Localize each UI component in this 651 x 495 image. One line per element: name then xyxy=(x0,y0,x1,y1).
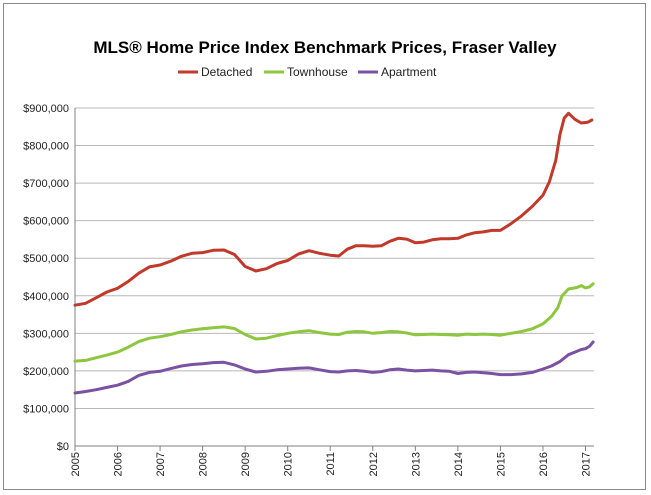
y-tick-label: $700,000 xyxy=(23,178,69,190)
y-tick-label: $400,000 xyxy=(23,291,69,303)
series-line-apartment xyxy=(73,340,595,395)
y-tick-label: $500,000 xyxy=(23,253,69,265)
y-tick-label: $800,000 xyxy=(23,141,69,153)
x-tick-label: 2006 xyxy=(113,452,125,476)
legend-label-townhouse: Townhouse xyxy=(287,65,348,79)
x-tick-label: 2007 xyxy=(155,452,167,476)
x-tick-label: 2016 xyxy=(538,452,550,476)
y-tick-label: $300,000 xyxy=(23,328,69,340)
y-tick-label: $600,000 xyxy=(23,216,69,228)
x-tick-label: 2010 xyxy=(283,452,295,476)
x-tick-label: 2015 xyxy=(495,452,507,476)
y-tick-label: $100,000 xyxy=(23,403,69,415)
series-line-townhouse xyxy=(73,282,595,363)
axes xyxy=(74,108,594,451)
x-tick-label: 2005 xyxy=(70,452,82,476)
y-tick-label: $0 xyxy=(57,441,69,453)
legend: Detached Townhouse Apartment xyxy=(178,65,437,79)
chart-title: MLS® Home Price Index Benchmark Prices, … xyxy=(93,38,557,57)
y-axis-tick-labels: $0 $100,000 $200,000 $300,000 $400,000 $500,0… xyxy=(23,103,69,453)
y-tick-label: $900,000 xyxy=(23,103,69,115)
x-tick-label: 2008 xyxy=(198,452,210,476)
x-axis-tick-labels: 2005 2006 2007 2008 2009 2010 2011 2012 2013 2014… xyxy=(70,452,592,476)
x-tick-label: 2009 xyxy=(240,452,252,476)
x-tick-label: 2014 xyxy=(453,452,465,476)
x-tick-label: 2017 xyxy=(580,452,592,476)
legend-label-detached: Detached xyxy=(201,65,252,79)
legend-label-apartment: Apartment xyxy=(381,65,437,79)
x-tick-label: 2012 xyxy=(368,452,380,476)
series-line-detached xyxy=(73,111,594,307)
y-tick-label: $200,000 xyxy=(23,366,69,378)
x-tick-label: 2013 xyxy=(410,452,422,476)
gridlines xyxy=(75,107,594,409)
series-lines xyxy=(73,111,595,395)
x-tick-label: 2011 xyxy=(325,452,337,476)
